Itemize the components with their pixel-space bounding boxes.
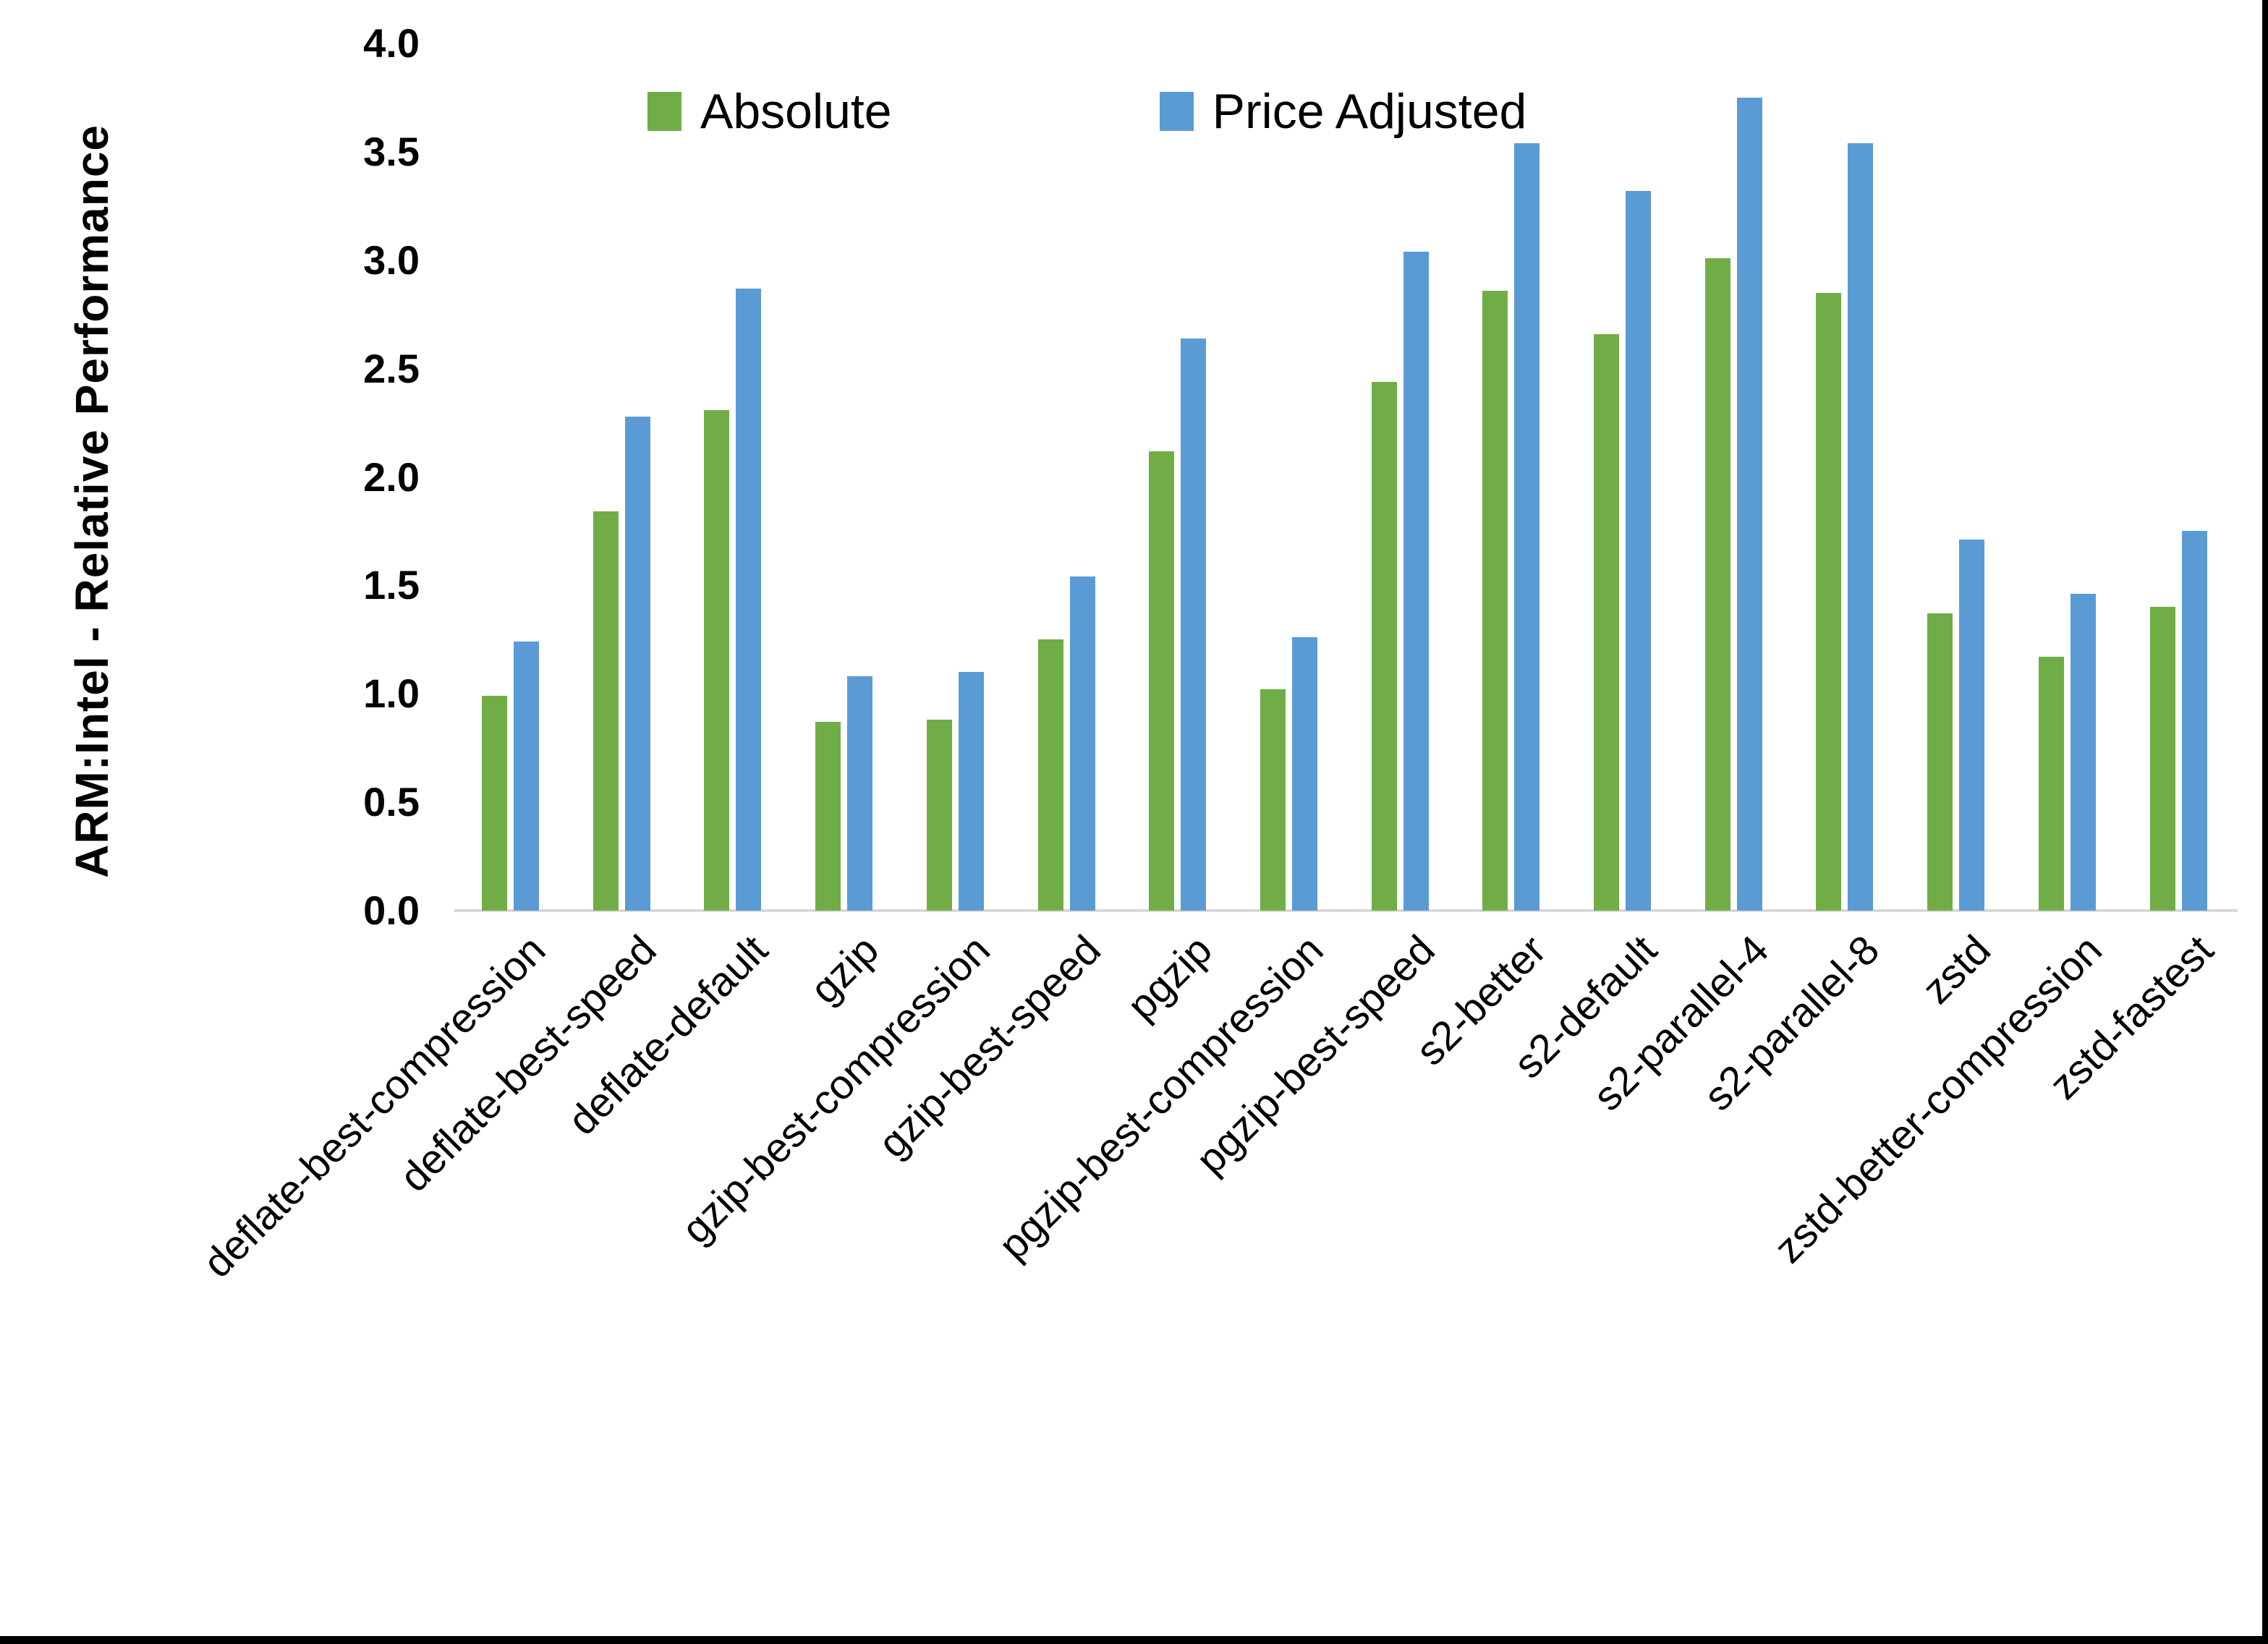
bar-price-adjusted-zstd-better-compression bbox=[2070, 594, 2096, 911]
legend-label-price-adjusted: Price Adjusted bbox=[1212, 84, 1527, 139]
bar-price-adjusted-deflate-best-compression bbox=[514, 642, 539, 911]
bar-absolute-pgzip bbox=[1149, 451, 1175, 911]
bar-absolute-s2-better bbox=[1482, 290, 1508, 911]
bar-price-adjusted-deflate-best-speed bbox=[624, 416, 650, 911]
bar-absolute-zstd bbox=[1927, 613, 1953, 911]
y-tick-label: 4.0 bbox=[363, 20, 420, 66]
y-tick-label: 2.5 bbox=[363, 345, 420, 391]
bottom-border bbox=[0, 1636, 2268, 1644]
bar-price-adjusted-s2-parallel-4 bbox=[1736, 97, 1762, 911]
y-tick-label: 0.0 bbox=[363, 887, 420, 933]
bar-absolute-deflate-default bbox=[704, 409, 730, 911]
bar-price-adjusted-gzip bbox=[847, 676, 873, 911]
bar-absolute-s2-default bbox=[1594, 333, 1619, 911]
legend-item-absolute: Absolute bbox=[647, 87, 892, 136]
bar-absolute-gzip-best-compression bbox=[926, 720, 952, 911]
bar-absolute-pgzip-best-compression bbox=[1260, 689, 1286, 911]
bar-absolute-gzip bbox=[815, 722, 841, 911]
legend-swatch-absolute-icon bbox=[647, 92, 681, 131]
legend-label-absolute: Absolute bbox=[700, 84, 892, 139]
legend: Absolute Price Adjusted bbox=[647, 87, 1526, 136]
x-category-label-zstd: zstd bbox=[1913, 927, 2000, 1013]
bar-price-adjusted-s2-parallel-8 bbox=[1848, 142, 1874, 911]
legend-item-price-adjusted: Price Adjusted bbox=[1159, 84, 1527, 139]
bar-absolute-deflate-best-speed bbox=[593, 511, 619, 911]
bar-absolute-gzip-best-speed bbox=[1037, 639, 1063, 911]
bar-price-adjusted-pgzip-best-compression bbox=[1291, 637, 1317, 911]
bar-price-adjusted-s2-default bbox=[1626, 190, 1651, 911]
bar-price-adjusted-zstd-fastest bbox=[2181, 531, 2207, 911]
bar-price-adjusted-gzip-best-speed bbox=[1069, 576, 1095, 911]
x-axis-line bbox=[454, 909, 2238, 912]
bar-absolute-s2-parallel-8 bbox=[1816, 292, 1842, 911]
bar-price-adjusted-pgzip bbox=[1181, 338, 1207, 911]
y-tick-label: 3.0 bbox=[363, 237, 420, 283]
legend-swatch-price-adjusted-icon bbox=[1159, 92, 1194, 131]
y-tick-label: 2.0 bbox=[363, 453, 420, 500]
bar-absolute-s2-parallel-4 bbox=[1704, 257, 1730, 911]
bar-price-adjusted-gzip-best-compression bbox=[958, 672, 984, 911]
bar-price-adjusted-zstd bbox=[1959, 540, 1985, 911]
y-tick-label: 3.5 bbox=[363, 128, 420, 174]
bar-price-adjusted-pgzip-best-speed bbox=[1403, 251, 1429, 911]
bar-absolute-zstd-better-compression bbox=[2038, 657, 2064, 911]
bar-absolute-pgzip-best-speed bbox=[1371, 381, 1397, 911]
y-tick-label: 1.0 bbox=[363, 670, 420, 717]
x-category-label-gzip: gzip bbox=[801, 927, 888, 1013]
bar-absolute-deflate-best-compression bbox=[482, 696, 507, 911]
y-tick-label: 0.5 bbox=[363, 779, 420, 825]
y-tick-label: 1.5 bbox=[363, 562, 420, 608]
bar-price-adjusted-s2-better bbox=[1514, 142, 1540, 911]
bar-absolute-zstd-fastest bbox=[2149, 607, 2175, 911]
bar-price-adjusted-deflate-default bbox=[736, 288, 762, 911]
x-category-label-deflate-default: deflate-default bbox=[558, 927, 777, 1144]
right-border bbox=[2262, 0, 2268, 1644]
x-category-label-pgzip: pgzip bbox=[1118, 927, 1222, 1029]
